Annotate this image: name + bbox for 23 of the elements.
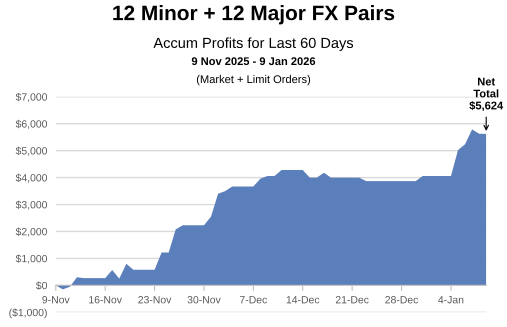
y-tick-label: ($1,000): [9, 308, 47, 318]
chart-title: 12 Minor + 12 Major FX Pairs: [113, 5, 394, 24]
x-tick-label: 7-Dec: [240, 296, 267, 304]
y-tick-label: $5,000: [16, 146, 48, 156]
y-tick-label: $1,000: [16, 254, 48, 264]
y-tick-label: $6,000: [16, 120, 48, 129]
x-tick-label: 28-Dec: [385, 296, 418, 304]
y-tick-label: $7,000: [16, 92, 48, 102]
x-tick-label: 21-Dec: [336, 296, 369, 304]
x-tick-label: 30-Nov: [188, 296, 221, 304]
text: 9 Nov 2025 - 9 Jan 2026: [192, 57, 316, 66]
annotation: Net Total $5,624: [469, 78, 504, 112]
y-tick-label: $3,000: [16, 200, 48, 210]
y-tick-label: $4,000: [16, 174, 48, 183]
x-tick-label: 14-Dec: [286, 296, 320, 304]
x-tick-label: 9-Nov: [42, 296, 70, 304]
y-tick-label: $0: [36, 281, 48, 290]
x-tick-label: 23-Nov: [138, 296, 172, 304]
text: (Market + Limit Orders): [196, 74, 310, 86]
y-tick-label: $2,000: [16, 228, 48, 237]
chart-subtitle: Accum Profits for Last 60 Days: [153, 37, 354, 51]
x-tick-label: 4-Jan: [438, 296, 464, 304]
x-tick-label: 16-Nov: [89, 296, 122, 304]
